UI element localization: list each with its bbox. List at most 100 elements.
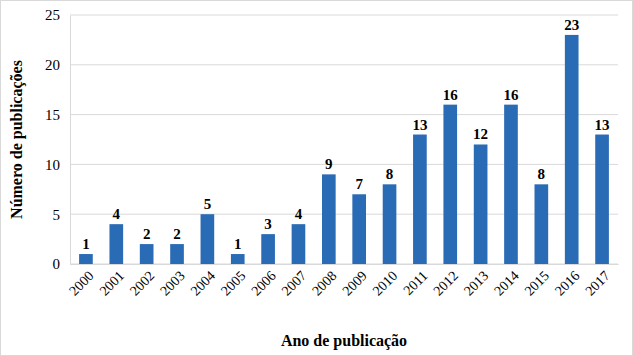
- x-tick: 2008: [309, 264, 339, 299]
- bar: [413, 135, 427, 264]
- x-tick-label: 2010: [370, 268, 400, 298]
- y-tick: 15: [45, 107, 70, 123]
- bar: [231, 254, 245, 264]
- x-tick: 2016: [552, 264, 582, 299]
- data-label: 9: [325, 156, 333, 172]
- data-label: 4: [295, 206, 303, 222]
- x-axis-title: Ano de publicação: [281, 332, 407, 350]
- x-tick-label: 2008: [309, 268, 339, 298]
- x-axis: 2000200120022003200420052006200720082009…: [66, 264, 618, 299]
- bar: [535, 184, 549, 264]
- data-label: 7: [355, 176, 363, 192]
- bar: [292, 224, 306, 264]
- data-labels: 142251349781316121682313: [82, 17, 609, 252]
- x-tick-label: 2003: [157, 268, 187, 298]
- bar: [140, 244, 154, 264]
- bar: [170, 244, 184, 264]
- bar: [201, 214, 215, 264]
- x-tick: 2007: [279, 264, 309, 299]
- x-tick: 2011: [401, 264, 431, 298]
- data-label: 5: [204, 196, 212, 212]
- y-tick-label: 15: [45, 107, 60, 123]
- x-tick: 2002: [127, 264, 157, 299]
- x-tick-label: 2007: [279, 268, 309, 298]
- y-tick: 25: [45, 7, 70, 23]
- x-tick: 2012: [431, 264, 461, 299]
- x-tick-label: 2005: [218, 268, 248, 298]
- data-label: 8: [386, 166, 394, 182]
- grid-line: [70, 164, 618, 165]
- bar: [504, 105, 518, 264]
- x-tick: 2000: [66, 264, 96, 299]
- x-tick-label: 2015: [522, 268, 552, 298]
- bar: [474, 144, 488, 264]
- data-label: 13: [595, 117, 610, 133]
- bar: [383, 184, 397, 264]
- y-tick: 20: [45, 57, 70, 73]
- x-tick: 2009: [340, 264, 370, 299]
- bar: [565, 35, 579, 264]
- x-tick-label: 2000: [66, 268, 96, 298]
- x-tick: 2014: [491, 264, 521, 299]
- data-label: 2: [143, 226, 151, 242]
- y-tick: 0: [53, 256, 71, 272]
- data-label: 8: [538, 166, 546, 182]
- x-tick: 2004: [188, 264, 218, 299]
- data-label: 1: [82, 236, 90, 252]
- bar: [443, 105, 457, 264]
- chart: 0510152025200020012002200320042005200620…: [0, 0, 633, 356]
- x-tick-label: 2013: [461, 268, 491, 298]
- y-axis-line: [70, 16, 71, 265]
- y-tick: 10: [45, 157, 70, 173]
- data-label: 4: [113, 206, 121, 222]
- x-tick: 2001: [97, 264, 127, 299]
- bars: [79, 35, 609, 264]
- x-axis-line: [71, 264, 619, 265]
- y-tick-label: 10: [45, 157, 60, 173]
- x-tick-label: 2006: [248, 268, 278, 298]
- y-tick-label: 5: [53, 207, 61, 223]
- plot: 0510152025200020012002200320042005200620…: [45, 7, 619, 298]
- x-tick-label: 2001: [97, 268, 127, 298]
- bar: [595, 135, 609, 264]
- data-label: 16: [503, 87, 518, 103]
- y-axis-title: Número de publicações: [8, 60, 26, 219]
- bar: [109, 224, 123, 264]
- x-tick-label: 2009: [340, 268, 370, 298]
- x-tick-label: 2002: [127, 268, 157, 298]
- y-tick-label: 20: [45, 57, 60, 73]
- x-tick-label: 2012: [431, 268, 461, 298]
- data-label: 13: [412, 117, 427, 133]
- bar: [352, 194, 366, 264]
- y-tick: 5: [53, 207, 71, 223]
- y-tick-label: 25: [45, 7, 60, 23]
- data-label: 3: [264, 216, 272, 232]
- x-tick-label: 2017: [582, 268, 612, 298]
- data-label: 23: [564, 17, 579, 33]
- data-label: 16: [443, 87, 459, 103]
- x-tick: 2015: [522, 264, 552, 299]
- bar: [261, 234, 275, 264]
- grid-line: [70, 15, 618, 16]
- data-label: 1: [234, 236, 242, 252]
- x-tick-label: 2014: [491, 268, 521, 298]
- grid: [70, 15, 618, 264]
- x-tick: 2017: [582, 264, 612, 299]
- data-label: 2: [173, 226, 181, 242]
- x-tick: 2005: [218, 264, 248, 299]
- x-tick-label: 2004: [188, 268, 218, 298]
- x-tick-label: 2011: [401, 268, 431, 298]
- bar: [322, 174, 336, 264]
- data-label: 12: [473, 126, 488, 142]
- bar: [79, 254, 93, 264]
- grid-line: [70, 64, 618, 65]
- y-axis: 0 5 10 15 20 25: [45, 7, 71, 272]
- grid-line: [70, 114, 618, 115]
- y-tick-label: 0: [53, 256, 61, 272]
- x-tick: 2006: [248, 264, 278, 299]
- x-tick: 2003: [157, 264, 187, 299]
- chart-border: [1, 1, 633, 356]
- x-tick: 2013: [461, 264, 491, 299]
- x-tick-label: 2016: [552, 268, 582, 298]
- x-tick: 2010: [370, 264, 400, 299]
